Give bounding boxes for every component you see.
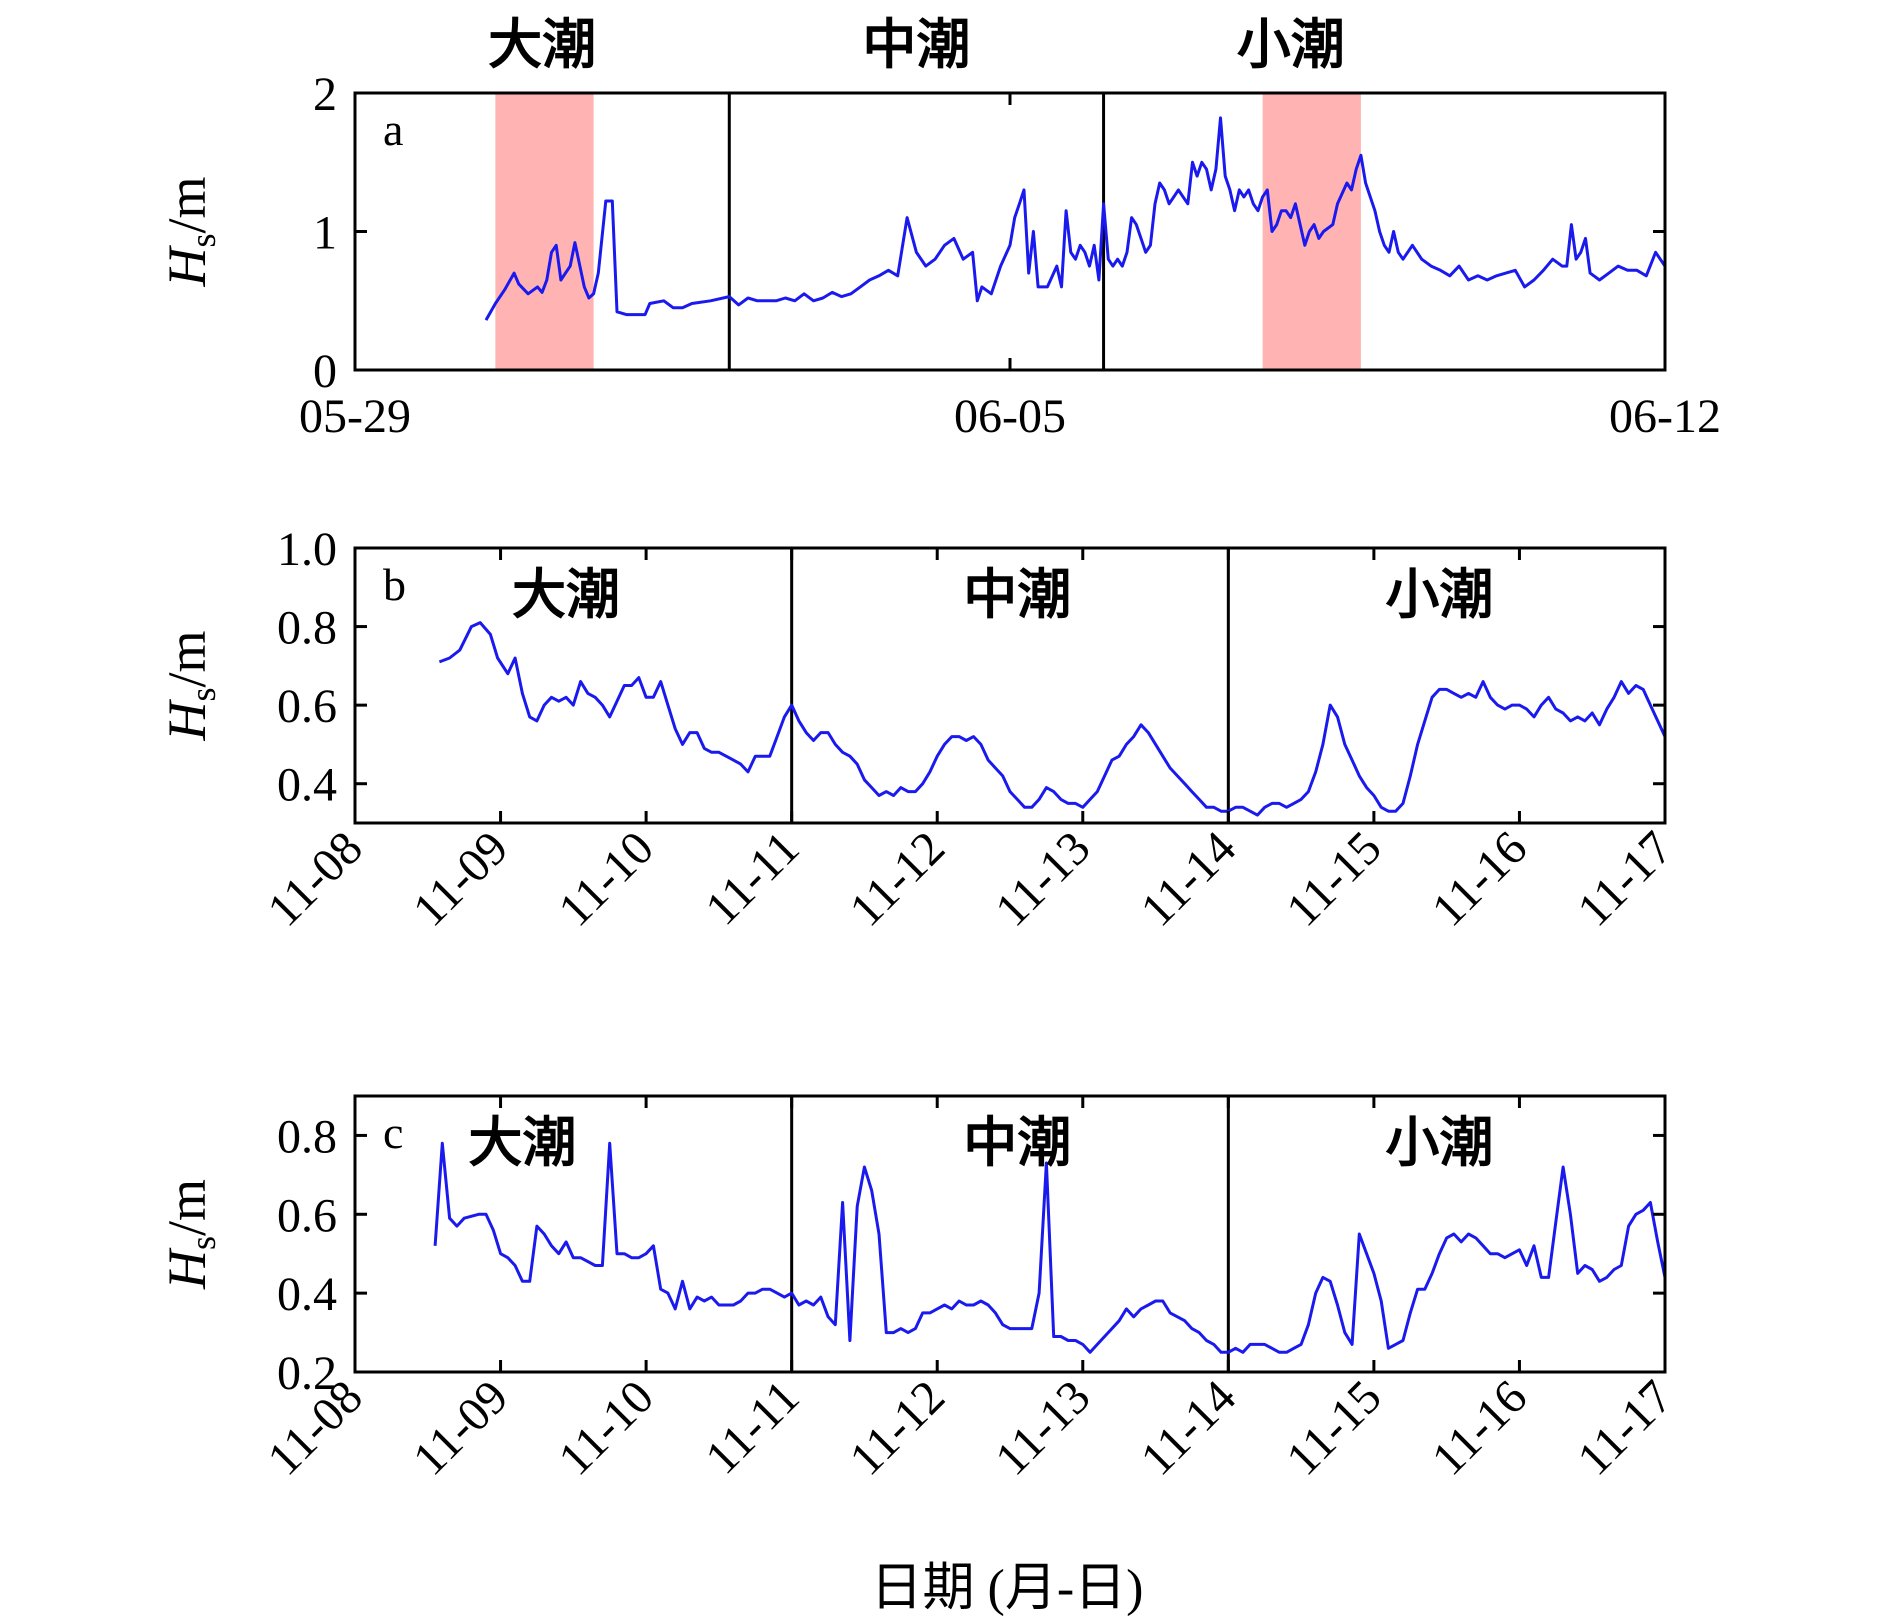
- y-axis-title-symbol: H: [157, 1247, 217, 1290]
- series-line-0: [484, 116, 1667, 321]
- tide-label: 小潮: [1385, 1113, 1493, 1173]
- tide-label: 中潮: [963, 565, 1071, 625]
- y-tick-label: 1: [313, 207, 337, 260]
- y-axis-title-subscript: s: [183, 234, 223, 248]
- x-tick-label: 05-29: [299, 390, 411, 443]
- tide-label: 小潮: [1237, 15, 1345, 75]
- panel-letter: c: [383, 1107, 403, 1158]
- y-axis-title: Hs/m: [157, 1179, 223, 1290]
- y-axis-title: Hs/m: [157, 176, 223, 287]
- y-tick-label: 2: [313, 68, 337, 121]
- x-tick-label: 11-16: [1422, 1370, 1537, 1485]
- y-tick-label: 0.2: [277, 1347, 337, 1400]
- y-tick-label: 0.6: [277, 1189, 337, 1242]
- x-tick-label: 11-15: [1276, 821, 1391, 936]
- tide-label: 中潮: [963, 1113, 1071, 1173]
- y-tick-label: 0.4: [277, 1268, 337, 1321]
- y-axis-title-symbol: H: [157, 699, 217, 742]
- panel-c: 0.20.40.60.811-08 11-09 11-10 11-11 11-12 11-…: [157, 1094, 1683, 1486]
- panel-letter: b: [383, 559, 406, 610]
- tide-label: 小潮: [1385, 565, 1493, 625]
- x-tick-label: 11-10: [548, 1370, 663, 1485]
- panel-b: 0.4 0.6 0.8 1.0 11-08 11-09 11-10 11-11 11-12 11-…: [157, 523, 1683, 937]
- x-tick-label: 11-11: [695, 821, 809, 935]
- y-tick-label: 0.8: [277, 602, 337, 655]
- x-tick-label: 11-14: [1131, 821, 1246, 936]
- x-tick-label: 06-05: [954, 390, 1066, 443]
- shaded-range-1: [1262, 93, 1361, 370]
- x-tick-label: 11-11: [695, 1370, 809, 1484]
- x-tick-label: 11-09: [403, 821, 518, 936]
- y-axis-title: Hs/m: [157, 630, 223, 741]
- x-tick-label: 11-17: [1567, 1370, 1682, 1485]
- x-tick-label: 11-12: [840, 821, 955, 936]
- x-tick-label: 06-12: [1609, 390, 1721, 443]
- x-tick-label: 11-13: [985, 1370, 1100, 1485]
- x-tick-label: 11-08: [257, 821, 372, 936]
- tide-label: 大潮: [512, 565, 620, 625]
- y-axis-title-subscript: s: [183, 1236, 223, 1250]
- y-axis-title-unit: /m: [157, 630, 217, 687]
- y-axis-title-unit: /m: [157, 1179, 217, 1236]
- series-line-0: [433, 1141, 1667, 1354]
- x-axis-title: 日期 (月-日): [871, 1560, 1144, 1617]
- x-tick-label: 11-15: [1276, 1370, 1391, 1485]
- x-tick-label: 11-10: [548, 821, 663, 936]
- x-tick-label: 11-12: [840, 1370, 955, 1485]
- x-tick-label: 11-14: [1131, 1370, 1246, 1485]
- y-tick-label: 0: [313, 345, 337, 398]
- series-line-0: [438, 621, 1667, 817]
- panel-letter: a: [383, 104, 403, 155]
- tide-label: 大潮: [468, 1113, 576, 1173]
- y-axis-title-unit: /m: [157, 176, 217, 233]
- y-tick-label: 0.6: [277, 680, 337, 733]
- shaded-range-0: [495, 93, 594, 370]
- x-tick-label: 11-17: [1567, 821, 1682, 936]
- tide-label: 中潮: [862, 15, 970, 75]
- plot-frame: [353, 546, 1667, 825]
- y-tick-label: 0.8: [277, 1110, 337, 1163]
- y-axis-title-symbol: H: [157, 245, 217, 288]
- panel-a: 0 1 2 05-29 06-05 06-12 a 大潮 中潮 小潮 Hs/m: [157, 15, 1721, 443]
- x-tick-label: 11-09: [403, 1370, 518, 1485]
- x-tick-label: 11-16: [1422, 821, 1537, 936]
- y-tick-label: 1.0: [277, 523, 337, 576]
- x-tick-label: 11-13: [985, 821, 1100, 936]
- y-axis-title-subscript: s: [183, 688, 223, 702]
- plot-frame: [353, 1094, 1667, 1374]
- y-tick-label: 0.4: [277, 759, 337, 812]
- tide-label: 大潮: [488, 15, 596, 75]
